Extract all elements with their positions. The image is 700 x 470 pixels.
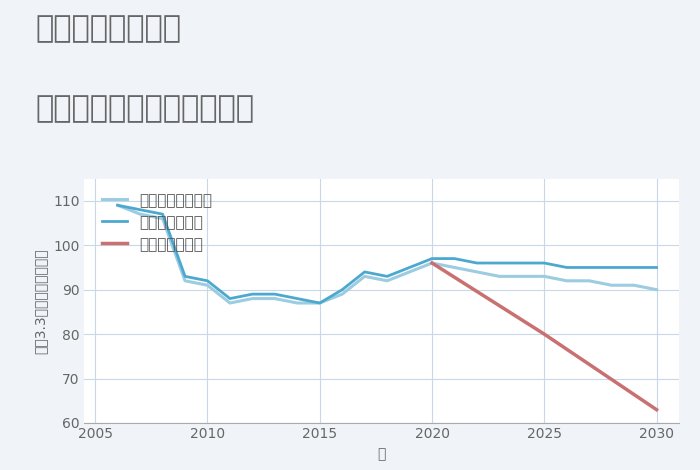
ノーマルシナリオ bbox=[630, 282, 638, 288]
ノーマルシナリオ bbox=[652, 287, 661, 292]
グッドシナリオ bbox=[652, 265, 661, 270]
ノーマルシナリオ bbox=[585, 278, 594, 283]
ノーマルシナリオ bbox=[136, 212, 144, 217]
Text: 奈良県新ノ口駅の: 奈良県新ノ口駅の bbox=[35, 14, 181, 43]
ノーマルシナリオ bbox=[540, 274, 549, 279]
ノーマルシナリオ bbox=[360, 274, 369, 279]
ノーマルシナリオ bbox=[113, 203, 122, 208]
グッドシナリオ bbox=[248, 291, 257, 297]
グッドシナリオ bbox=[517, 260, 526, 266]
グッドシナリオ bbox=[563, 265, 571, 270]
グッドシナリオ bbox=[181, 274, 189, 279]
ノーマルシナリオ bbox=[203, 282, 211, 288]
グッドシナリオ bbox=[158, 212, 167, 217]
グッドシナリオ bbox=[540, 260, 549, 266]
ノーマルシナリオ bbox=[495, 274, 503, 279]
バッドシナリオ bbox=[540, 331, 549, 337]
ノーマルシナリオ bbox=[225, 300, 234, 306]
ノーマルシナリオ bbox=[271, 296, 279, 301]
バッドシナリオ bbox=[652, 407, 661, 413]
ノーマルシナリオ bbox=[158, 216, 167, 221]
グッドシナリオ bbox=[271, 291, 279, 297]
グッドシナリオ bbox=[293, 296, 302, 301]
ノーマルシナリオ bbox=[293, 300, 302, 306]
ノーマルシナリオ bbox=[563, 278, 571, 283]
グッドシナリオ bbox=[405, 265, 414, 270]
X-axis label: 年: 年 bbox=[377, 446, 386, 461]
グッドシナリオ bbox=[450, 256, 459, 261]
バッドシナリオ bbox=[428, 260, 436, 266]
グッドシナリオ bbox=[113, 203, 122, 208]
グッドシナリオ bbox=[630, 265, 638, 270]
ノーマルシナリオ bbox=[181, 278, 189, 283]
グッドシナリオ bbox=[383, 274, 391, 279]
グッドシナリオ bbox=[495, 260, 503, 266]
Text: 中古マンションの価格推移: 中古マンションの価格推移 bbox=[35, 94, 254, 123]
ノーマルシナリオ bbox=[316, 300, 324, 306]
Legend: ノーマルシナリオ, グッドシナリオ, バッドシナリオ: ノーマルシナリオ, グッドシナリオ, バッドシナリオ bbox=[97, 188, 216, 257]
ノーマルシナリオ bbox=[383, 278, 391, 283]
グッドシナリオ bbox=[360, 269, 369, 275]
ノーマルシナリオ bbox=[405, 269, 414, 275]
グッドシナリオ bbox=[316, 300, 324, 306]
Line: ノーマルシナリオ: ノーマルシナリオ bbox=[118, 205, 657, 303]
グッドシナリオ bbox=[225, 296, 234, 301]
ノーマルシナリオ bbox=[517, 274, 526, 279]
グッドシナリオ bbox=[428, 256, 436, 261]
グッドシナリオ bbox=[338, 287, 346, 292]
Y-axis label: 坪（3.3㎡）単価（万円）: 坪（3.3㎡）単価（万円） bbox=[34, 248, 48, 353]
グッドシナリオ bbox=[585, 265, 594, 270]
グッドシナリオ bbox=[203, 278, 211, 283]
ノーマルシナリオ bbox=[450, 265, 459, 270]
Line: グッドシナリオ: グッドシナリオ bbox=[118, 205, 657, 303]
グッドシナリオ bbox=[473, 260, 481, 266]
ノーマルシナリオ bbox=[608, 282, 616, 288]
グッドシナリオ bbox=[608, 265, 616, 270]
ノーマルシナリオ bbox=[338, 291, 346, 297]
Line: バッドシナリオ: バッドシナリオ bbox=[432, 263, 657, 410]
ノーマルシナリオ bbox=[428, 260, 436, 266]
グッドシナリオ bbox=[136, 207, 144, 212]
ノーマルシナリオ bbox=[248, 296, 257, 301]
ノーマルシナリオ bbox=[473, 269, 481, 275]
